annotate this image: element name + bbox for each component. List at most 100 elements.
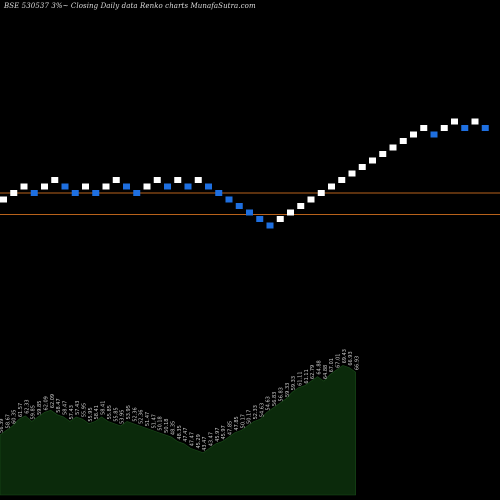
renko-brick-34 [338, 177, 346, 183]
volume-label-50: 62.79 [310, 365, 316, 379]
renko-bricks [0, 118, 489, 229]
renko-brick-25 [246, 209, 253, 216]
renko-brick-13 [123, 183, 130, 190]
volume-label-17: 58.41 [101, 401, 107, 415]
renko-brick-45 [451, 118, 458, 125]
renko-brick-16 [153, 177, 161, 183]
volume-label-3: 60.35 [12, 410, 18, 424]
renko-brick-39 [389, 144, 397, 151]
renko-brick-40 [399, 138, 407, 144]
renko-brick-21 [205, 183, 212, 190]
renko-brick-42 [420, 125, 428, 131]
volume-label-24: 51.47 [145, 412, 151, 426]
renko-brick-17 [164, 183, 171, 190]
renko-brick-43 [430, 131, 438, 138]
volume-label-32: 45.29 [196, 434, 202, 448]
volume-label-31: 47.47 [190, 432, 196, 446]
renko-brick-48 [481, 125, 489, 131]
renko-brick-46 [461, 125, 469, 131]
volume-label-33: 43.47 [202, 436, 208, 450]
volume-label-23: 52.36 [139, 410, 145, 424]
volume-label-27: 50.18 [164, 419, 170, 433]
renko-brick-30 [297, 203, 305, 209]
renko-brick-18 [174, 177, 182, 183]
volume-label-42: 54.63 [259, 403, 265, 417]
volume-label-20: 53.95 [120, 410, 126, 424]
volume-area [0, 365, 356, 496]
volume-label-40: 50.17 [247, 410, 253, 424]
volume-label-21: 53.95 [126, 405, 132, 419]
renko-brick-23 [225, 196, 233, 203]
renko-brick-10 [92, 190, 100, 196]
volume-label-47: 59.33 [291, 376, 297, 390]
renko-brick-15 [143, 183, 151, 190]
volume-label-28: 48.35 [170, 421, 176, 435]
volume-label-56: 66.93 [348, 351, 354, 365]
volume-label-19: 55.85 [113, 407, 119, 421]
volume-label-10: 58.47 [56, 398, 62, 412]
volume-label-4: 61.57 [18, 403, 24, 417]
volume-label-15: 55.95 [88, 407, 94, 421]
renko-brick-4 [30, 190, 38, 196]
renko-brick-33 [328, 183, 335, 190]
volume-label-34: 43.47 [209, 432, 215, 446]
volume-label-13: 57.43 [75, 401, 81, 415]
renko-brick-28 [276, 216, 284, 222]
volume-label-44: 56.83 [272, 392, 278, 406]
volume-label-35: 45.97 [215, 427, 221, 441]
volume-label-55: 69.43 [342, 349, 348, 363]
volume-area-chart: 56.39 58.67 60.35 61.57 62.33 59.85 59.85 62.09… [0, 349, 361, 496]
renko-brick-5 [41, 183, 48, 190]
volume-label-49: 61.11 [304, 369, 310, 383]
renko-brick-31 [307, 196, 315, 203]
volume-label-36: 45.97 [221, 425, 227, 439]
renko-brick-44 [440, 125, 448, 131]
volume-label-43: 54.63 [266, 396, 272, 410]
volume-label-30: 47.47 [183, 427, 189, 441]
renko-brick-47 [471, 118, 479, 125]
volume-label-1: 56.39 [0, 419, 5, 433]
renko-brick-36 [358, 164, 366, 170]
volume-label-51: 64.88 [317, 360, 323, 374]
volume-label-41: 52.33 [253, 405, 259, 419]
renko-brick-26 [256, 216, 264, 222]
volume-label-22: 52.36 [132, 407, 138, 421]
renko-brick-38 [379, 151, 387, 157]
volume-label-39: 50.17 [240, 414, 246, 428]
volume-label-5: 62.33 [24, 399, 30, 413]
renko-brick-1 [0, 196, 7, 203]
renko-brick-35 [348, 170, 356, 177]
renko-brick-6 [51, 177, 59, 183]
volume-label-26: 50.18 [158, 416, 164, 430]
volume-label-18: 55.85 [107, 405, 113, 419]
renko-brick-3 [20, 183, 28, 190]
volume-label-48: 61.11 [297, 371, 303, 385]
renko-brick-7 [61, 183, 69, 190]
volume-label-14: 55.95 [82, 403, 88, 417]
volume-label-6: 59.85 [31, 405, 37, 419]
renko-brick-41 [410, 131, 417, 138]
renko-brick-37 [369, 157, 376, 164]
renko-brick-11 [102, 183, 110, 190]
volume-label-7: 59.85 [37, 401, 43, 415]
volume-label-8: 62.09 [43, 396, 49, 410]
volume-label-52: 64.88 [323, 365, 329, 379]
volume-label-29: 48.35 [177, 425, 183, 439]
renko-brick-2 [10, 190, 18, 196]
volume-label-46: 59.33 [285, 383, 291, 397]
volume-label-11: 58.47 [63, 401, 69, 415]
volume-label-2: 58.67 [5, 414, 11, 428]
volume-label-57: 66.93 [355, 356, 361, 370]
volume-label-16: 58.41 [94, 405, 100, 419]
volume-label-25: 51.47 [151, 414, 157, 428]
volume-label-37: 47.85 [228, 421, 234, 435]
renko-brick-12 [112, 177, 120, 183]
renko-brick-32 [317, 190, 325, 196]
renko-brick-9 [82, 183, 89, 190]
chart-title: BSE 530537 3%~ Closing Daily data Renko … [4, 2, 256, 10]
renko-brick-27 [266, 222, 274, 229]
volume-label-9: 62.09 [50, 394, 56, 408]
volume-label-54: 67.01 [336, 354, 342, 368]
renko-brick-8 [71, 190, 79, 196]
